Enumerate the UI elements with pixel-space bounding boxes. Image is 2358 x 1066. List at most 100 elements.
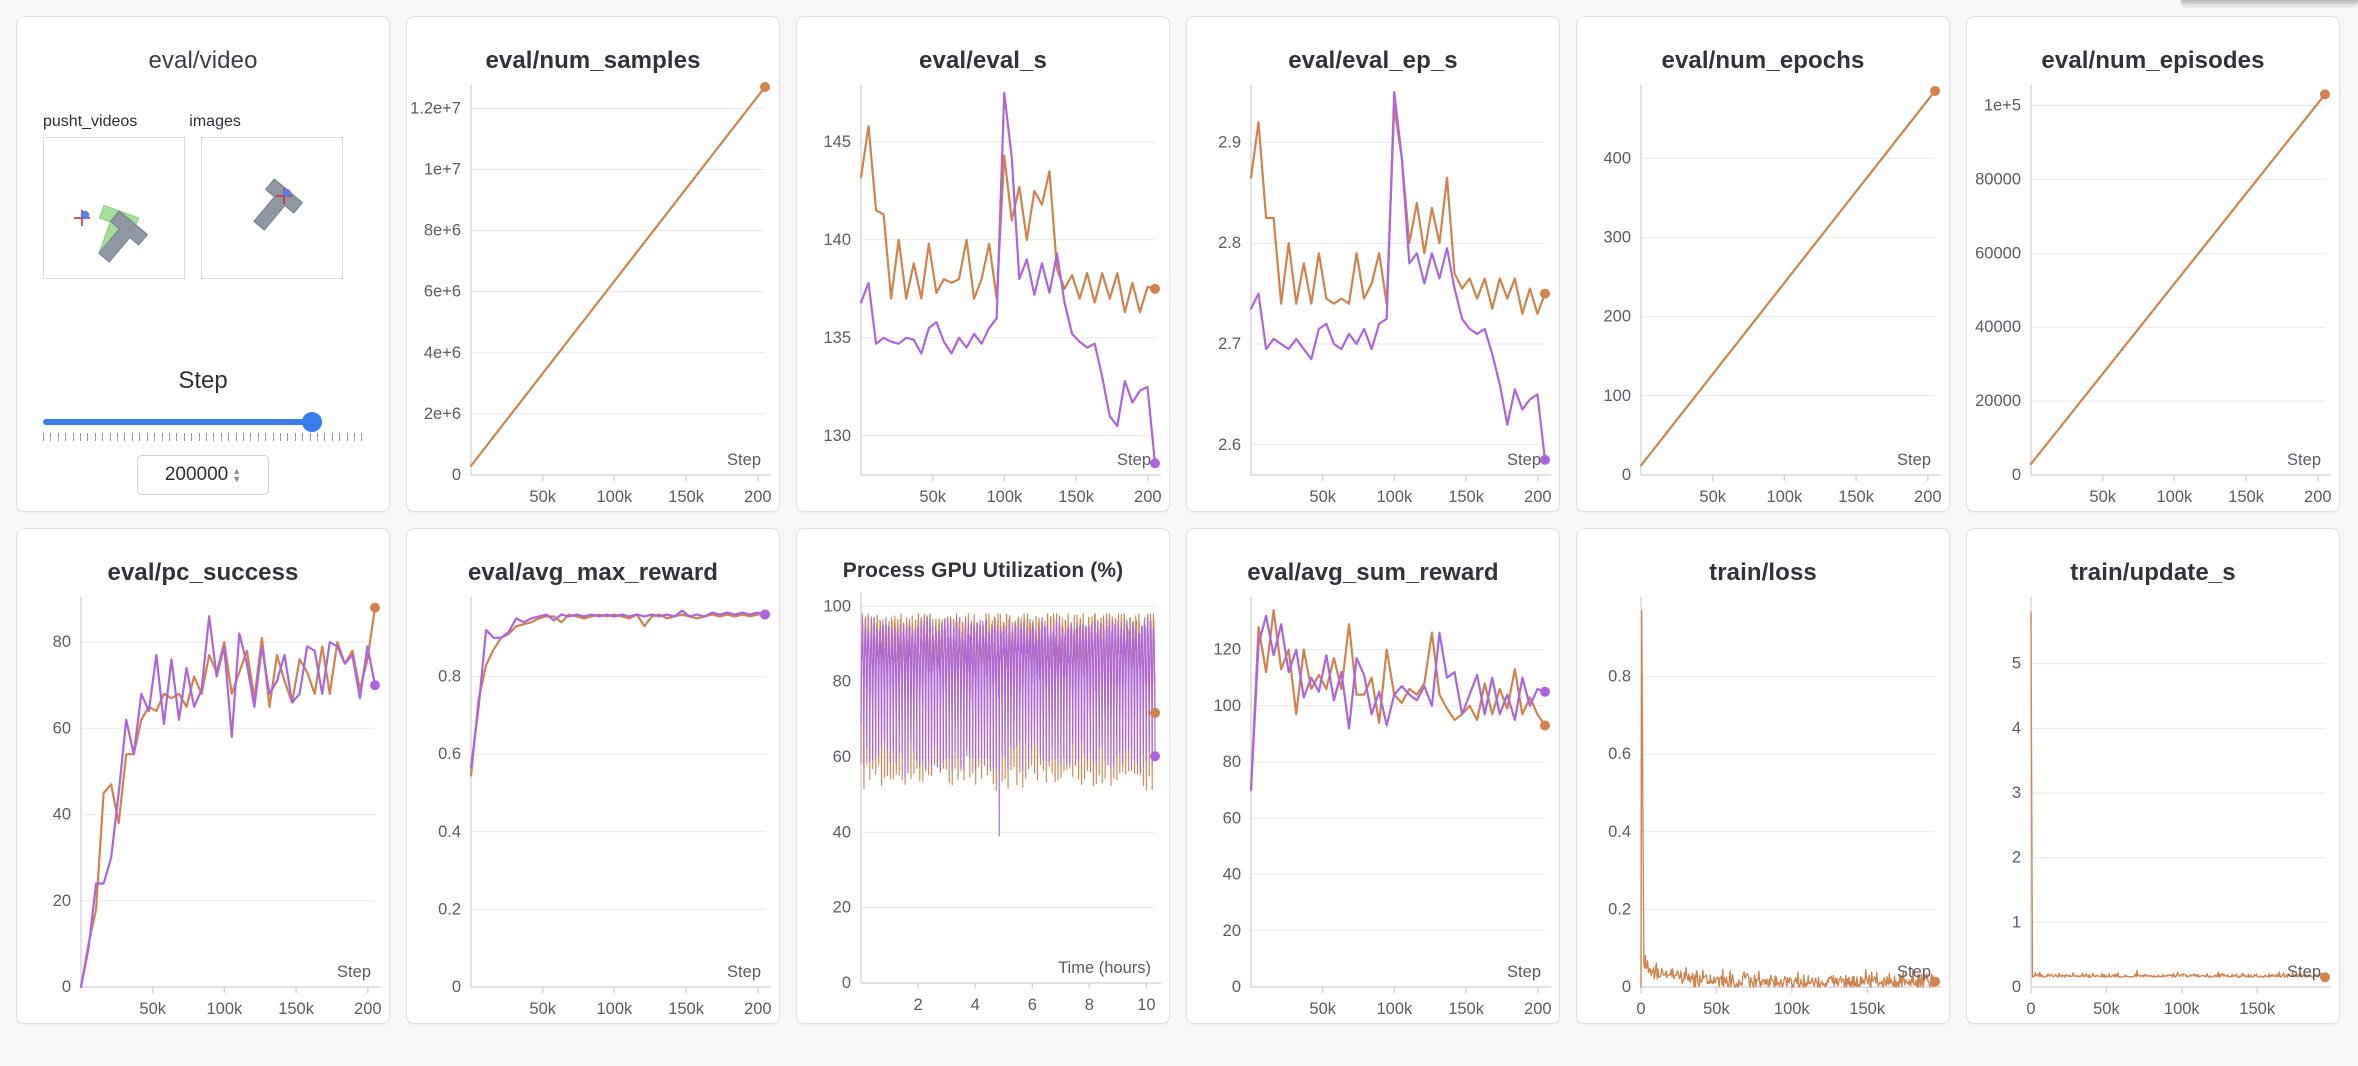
svg-text:20: 20 [1223,922,1241,940]
svg-text:50k: 50k [1309,1000,1336,1018]
svg-text:145: 145 [823,133,851,151]
svg-text:60000: 60000 [1975,244,2021,262]
svg-text:100k: 100k [1774,1000,1811,1018]
svg-text:150k: 150k [1849,1000,1886,1018]
svg-text:Step: Step [2287,451,2321,469]
svg-text:50k: 50k [1699,488,1726,506]
svg-text:4e+6: 4e+6 [424,344,461,362]
svg-text:60: 60 [833,748,851,766]
svg-text:20000: 20000 [1975,392,2021,410]
svg-text:200: 200 [2304,488,2332,506]
svg-text:0: 0 [1622,978,1631,996]
svg-text:0: 0 [1622,466,1631,484]
svg-text:150k: 150k [1448,488,1485,506]
svg-text:120: 120 [1213,641,1241,659]
svg-text:Step: Step [727,963,761,981]
svg-text:0.8: 0.8 [1608,668,1631,686]
svg-text:0: 0 [1636,1000,1645,1018]
svg-text:Step: Step [337,963,371,981]
svg-text:8: 8 [1085,996,1094,1014]
svg-text:20: 20 [833,899,851,917]
svg-text:0.4: 0.4 [1608,823,1631,841]
svg-text:150k: 150k [1838,488,1875,506]
svg-text:20: 20 [53,892,71,910]
svg-text:100k: 100k [207,1000,244,1018]
svg-text:50k: 50k [1309,488,1336,506]
svg-text:150k: 150k [668,488,705,506]
svg-text:200: 200 [744,488,772,506]
svg-text:6e+6: 6e+6 [424,283,461,301]
svg-text:1.2e+7: 1.2e+7 [410,99,461,117]
svg-text:50k: 50k [919,488,946,506]
svg-text:0: 0 [452,466,461,484]
svg-text:200: 200 [744,1000,772,1018]
svg-text:2.6: 2.6 [1218,436,1241,454]
svg-text:300: 300 [1603,228,1631,246]
svg-text:80: 80 [1223,753,1241,771]
svg-text:6: 6 [1028,996,1037,1014]
svg-text:1e+7: 1e+7 [424,161,461,179]
svg-text:Step: Step [1507,451,1541,469]
svg-text:150k: 150k [2228,488,2265,506]
svg-text:50k: 50k [1703,1000,1730,1018]
svg-text:Step: Step [1117,451,1151,469]
svg-text:150k: 150k [1058,488,1095,506]
svg-text:0: 0 [452,978,461,996]
svg-text:200: 200 [1914,488,1942,506]
svg-text:0.8: 0.8 [438,668,461,686]
svg-text:8e+6: 8e+6 [424,222,461,240]
svg-text:0.2: 0.2 [1608,900,1631,918]
svg-text:Step: Step [727,451,761,469]
svg-text:5: 5 [2012,655,2021,673]
svg-text:2e+6: 2e+6 [424,405,461,423]
svg-text:Step: Step [1897,963,1931,981]
svg-text:200: 200 [354,1000,382,1018]
svg-text:40: 40 [833,823,851,841]
svg-text:140: 140 [823,231,851,249]
svg-text:50k: 50k [2089,488,2116,506]
svg-text:400: 400 [1603,149,1631,167]
svg-text:200: 200 [1524,488,1552,506]
svg-text:0: 0 [2012,978,2021,996]
svg-text:50k: 50k [139,1000,166,1018]
svg-text:150k: 150k [1448,1000,1485,1018]
svg-text:150k: 150k [2239,1000,2276,1018]
svg-text:1e+5: 1e+5 [1984,97,2021,115]
svg-text:100: 100 [823,597,851,615]
svg-text:40: 40 [1223,866,1241,884]
svg-text:10: 10 [1137,996,1155,1014]
svg-text:4: 4 [971,996,980,1014]
svg-text:2.8: 2.8 [1218,234,1241,252]
svg-text:Step: Step [1507,963,1541,981]
svg-text:60: 60 [1223,809,1241,827]
svg-text:1: 1 [2012,913,2021,931]
svg-text:Step: Step [1897,451,1931,469]
svg-text:150k: 150k [668,1000,705,1018]
svg-text:0.6: 0.6 [438,745,461,763]
svg-text:40: 40 [53,806,71,824]
svg-text:0: 0 [2012,466,2021,484]
svg-text:0.2: 0.2 [438,900,461,918]
svg-text:100: 100 [1213,697,1241,715]
svg-text:135: 135 [823,329,851,347]
svg-text:50k: 50k [529,1000,556,1018]
svg-text:150k: 150k [278,1000,315,1018]
svg-text:2.7: 2.7 [1218,335,1241,353]
svg-text:0: 0 [62,978,71,996]
svg-text:0.6: 0.6 [1608,745,1631,763]
svg-text:Step: Step [2287,963,2321,981]
svg-text:2: 2 [914,996,923,1014]
svg-text:100k: 100k [987,488,1024,506]
svg-text:50k: 50k [2093,1000,2120,1018]
svg-text:2.9: 2.9 [1218,133,1241,151]
svg-text:50k: 50k [529,488,556,506]
svg-text:0.4: 0.4 [438,823,461,841]
svg-text:3: 3 [2012,784,2021,802]
svg-text:200: 200 [1134,488,1162,506]
svg-text:Time (hours): Time (hours) [1058,959,1151,977]
svg-text:0: 0 [2026,1000,2035,1018]
svg-text:0: 0 [842,974,851,992]
svg-text:100k: 100k [2157,488,2194,506]
svg-text:80: 80 [833,673,851,691]
svg-text:60: 60 [53,719,71,737]
